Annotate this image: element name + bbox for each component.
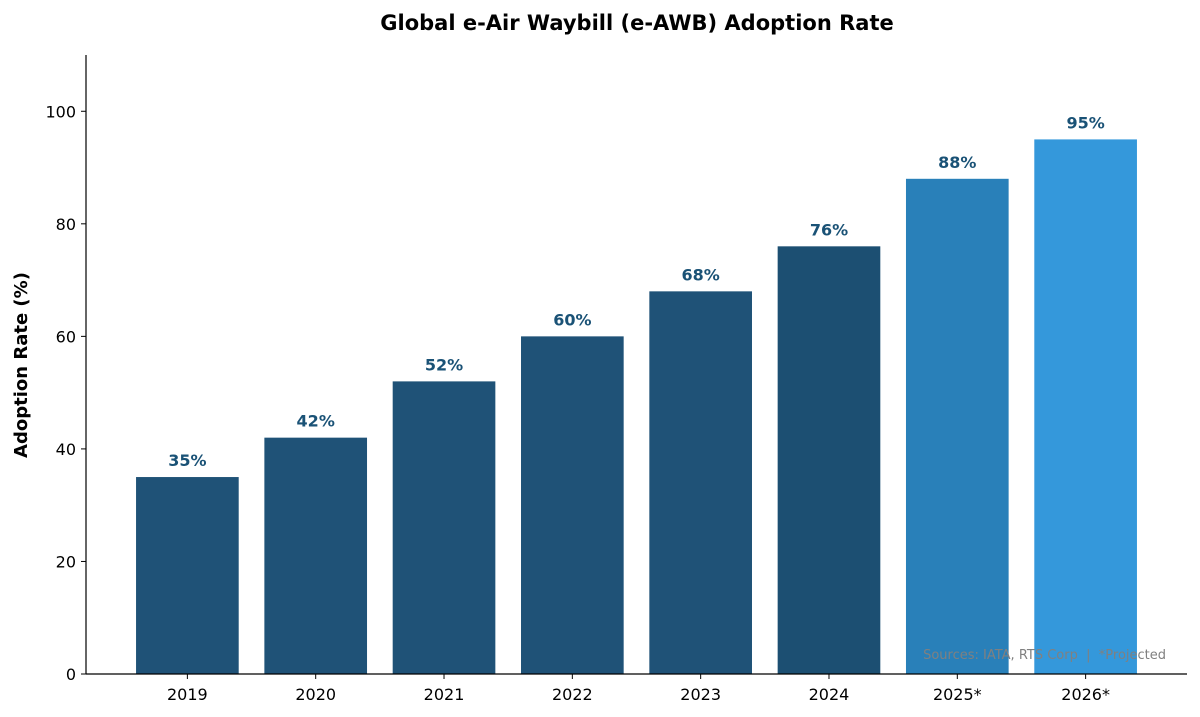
bar-2025	[905, 178, 1009, 675]
data-label: 76%	[810, 220, 848, 239]
chart-title: Global e-Air Waybill (e-AWB) Adoption Ra…	[380, 11, 893, 35]
bar-2024	[777, 246, 881, 674]
data-label: 52%	[425, 355, 463, 374]
x-tick-label: 2023	[680, 685, 721, 704]
data-label: 68%	[682, 265, 720, 284]
bar-2026	[1034, 139, 1137, 675]
y-tick-label: 0	[66, 665, 76, 684]
y-tick-label: 80	[56, 215, 76, 234]
source-annotation: Sources: IATA, RTS Corp | *Projected	[923, 648, 1166, 663]
x-tick-label: 2019	[167, 685, 208, 704]
data-label: 60%	[553, 310, 591, 329]
y-tick-label: 60	[56, 327, 76, 346]
y-axis-label: Adoption Rate (%)	[11, 272, 32, 458]
x-tick-label: 2022	[552, 685, 593, 704]
y-tick-label: 40	[56, 440, 76, 459]
y-tick-label: 100	[45, 102, 76, 121]
x-tick-label: 2021	[424, 685, 465, 704]
x-tick-label: 2025*	[933, 685, 982, 704]
y-tick-label: 20	[56, 552, 76, 571]
x-tick-label: 2020	[295, 685, 336, 704]
data-label: 42%	[297, 412, 335, 431]
data-label: 95%	[1066, 113, 1104, 132]
data-label: 35%	[168, 451, 206, 470]
x-tick-label: 2024	[809, 685, 850, 704]
x-tick-label: 2026*	[1061, 685, 1110, 704]
data-label: 88%	[938, 153, 976, 172]
bar-2021	[392, 381, 496, 674]
bar-2023	[649, 291, 752, 674]
bar-2020	[264, 437, 368, 674]
bar-2019	[136, 477, 239, 674]
bar-2022	[521, 336, 624, 674]
